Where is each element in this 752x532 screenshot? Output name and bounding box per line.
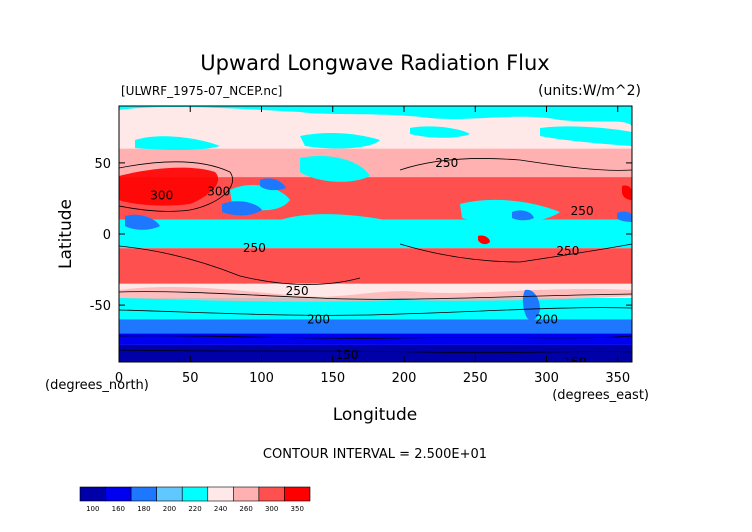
- units-label: (units:W/m^2): [538, 83, 641, 99]
- latitude-band-7: [119, 319, 632, 334]
- y-unit-label: (degrees_north): [45, 378, 149, 393]
- latitude-band-8: [119, 333, 632, 345]
- contour-label-0: 300: [150, 189, 173, 203]
- contour-label-2: 250: [435, 156, 458, 170]
- y-axis-label: Latitude: [56, 199, 76, 269]
- y-axis: -50 0 50: [90, 157, 632, 314]
- source-label: [ULWRF_1975-07_NCEP.nc]: [121, 84, 282, 98]
- colorbar-level-220: 220: [188, 505, 201, 513]
- contour-interval-text: CONTOUR INTERVAL = 2.500E+01: [263, 447, 487, 462]
- x-tick-label-50: 50: [182, 371, 199, 386]
- x-tick-label-200: 200: [392, 371, 417, 386]
- contour-label-5: 250: [556, 244, 579, 258]
- colorbar-swatch-8: [284, 486, 311, 502]
- latitude-band-4: [119, 248, 632, 284]
- colorbar-level-180: 180: [137, 505, 150, 513]
- x-tick-label-250: 250: [463, 371, 488, 386]
- contour-label-11: 100: [222, 359, 245, 373]
- contour-label-8: 200: [535, 312, 558, 326]
- x-tick-label-300: 300: [534, 371, 559, 386]
- y-tick-label-50: 50: [94, 157, 111, 172]
- x-tick-label-100: 100: [249, 371, 274, 386]
- contour-label-4: 250: [243, 241, 266, 255]
- colorbar-swatch-4: [181, 486, 209, 502]
- x-tick-label-150: 150: [320, 371, 345, 386]
- contour-label-10: 150: [564, 355, 587, 369]
- contour-label-1: 300: [207, 184, 230, 198]
- colorbar: 100 160 180 200 220 240 260 300 350: [79, 486, 311, 513]
- contour-label-6: 250: [286, 284, 309, 298]
- x-tick-label-0: 0: [115, 371, 123, 386]
- colorbar-level-100: 100: [86, 505, 99, 513]
- chart-title: Upward Longwave Radiation Flux: [200, 51, 549, 75]
- x-unit-label: (degrees_east): [552, 388, 649, 403]
- heatmap-plot-area: 300 300 250 250 250 250 250 200 200 150 150 100: [119, 106, 632, 373]
- colorbar-swatch-0: [79, 486, 106, 502]
- colorbar-level-200: 200: [163, 505, 176, 513]
- y-tick-label-0: 0: [103, 228, 111, 243]
- colorbar-level-160: 160: [112, 505, 125, 513]
- contour-label-3: 250: [571, 204, 594, 218]
- colorbar-swatch-5: [207, 486, 234, 502]
- x-tick-label-350: 350: [605, 371, 630, 386]
- contour-label-7: 200: [307, 312, 330, 326]
- colorbar-level-300: 300: [265, 505, 278, 513]
- colorbar-swatch-7: [258, 486, 285, 502]
- contour-lines: [119, 158, 632, 353]
- colorbar-swatch-3: [156, 486, 183, 502]
- x-axis-label: Longitude: [333, 405, 418, 425]
- y-tick-label--50: -50: [90, 299, 111, 314]
- colorbar-swatch-2: [130, 486, 157, 502]
- latitude-band-9: [119, 344, 632, 362]
- x-axis: 0 50 100 150 200 250 300 350: [115, 106, 630, 386]
- contour-label-9: 150: [336, 348, 359, 362]
- heatmap-patches: [119, 106, 632, 321]
- colorbar-level-240: 240: [214, 505, 227, 513]
- colorbar-level-260: 260: [239, 505, 252, 513]
- colorbar-swatch-6: [233, 486, 260, 502]
- colorbar-swatch-1: [105, 486, 132, 502]
- colorbar-level-350: 350: [291, 505, 304, 513]
